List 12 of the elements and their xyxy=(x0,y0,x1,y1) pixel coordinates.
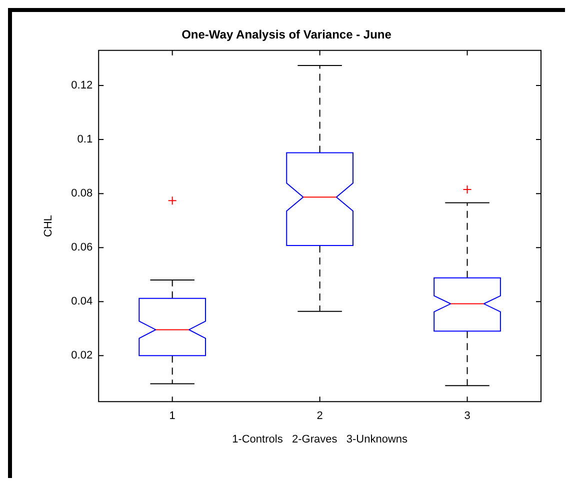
y-tick-label: 0.04 xyxy=(71,296,93,308)
chart-title: One-Way Analysis of Variance - June xyxy=(182,28,392,42)
y-axis-title: CHL xyxy=(42,214,55,238)
x-tick-label: 1 xyxy=(169,410,176,422)
x-axis-title: 1-Controls 2-Graves 3-Unknowns xyxy=(232,433,408,446)
y-tick-label: 0.12 xyxy=(71,80,93,92)
y-tick-label: 0.06 xyxy=(71,242,93,254)
y-tick-label: 0.1 xyxy=(77,134,93,146)
y-tick-label: 0.08 xyxy=(71,188,93,200)
x-tick-label: 2 xyxy=(316,410,323,422)
y-tick-label: 0.02 xyxy=(71,350,93,362)
x-tick-label: 3 xyxy=(464,410,470,422)
